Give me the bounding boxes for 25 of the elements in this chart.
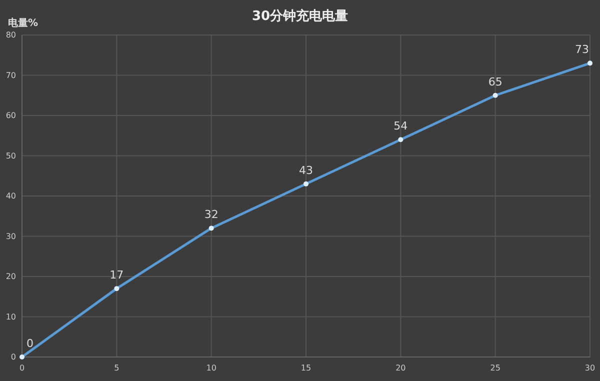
y-tick-label: 30 bbox=[6, 232, 16, 241]
y-tick-label: 80 bbox=[6, 30, 16, 40]
y-tick-label: 0 bbox=[10, 352, 16, 362]
x-tick-label: 15 bbox=[300, 364, 312, 373]
x-tick-label: 30 bbox=[584, 364, 596, 373]
y-tick-label: 40 bbox=[6, 192, 16, 201]
y-tick-label: 10 bbox=[6, 312, 16, 322]
y-tick-label: 20 bbox=[6, 272, 16, 282]
x-tick-label: 10 bbox=[206, 364, 216, 373]
chart-title: 30分钟充电电量 bbox=[252, 8, 348, 24]
x-tick-label: 20 bbox=[396, 364, 406, 373]
data-label: 43 bbox=[299, 164, 313, 177]
data-label: 32 bbox=[204, 208, 218, 222]
y-tick-label: 60 bbox=[6, 111, 16, 120]
y-tick-label: 70 bbox=[6, 70, 16, 80]
data-label: 73 bbox=[575, 43, 589, 56]
data-label: 0 bbox=[26, 337, 34, 350]
y-tick-label: 50 bbox=[6, 151, 16, 160]
x-tick-label: 25 bbox=[490, 364, 500, 373]
y-axis-title: 电量% bbox=[8, 17, 38, 29]
data-label: 17 bbox=[110, 268, 124, 282]
data-label: 54 bbox=[394, 120, 408, 133]
x-tick-label: 5 bbox=[114, 364, 120, 373]
data-label: 65 bbox=[488, 75, 502, 88]
x-tick-label: 0 bbox=[19, 364, 25, 373]
